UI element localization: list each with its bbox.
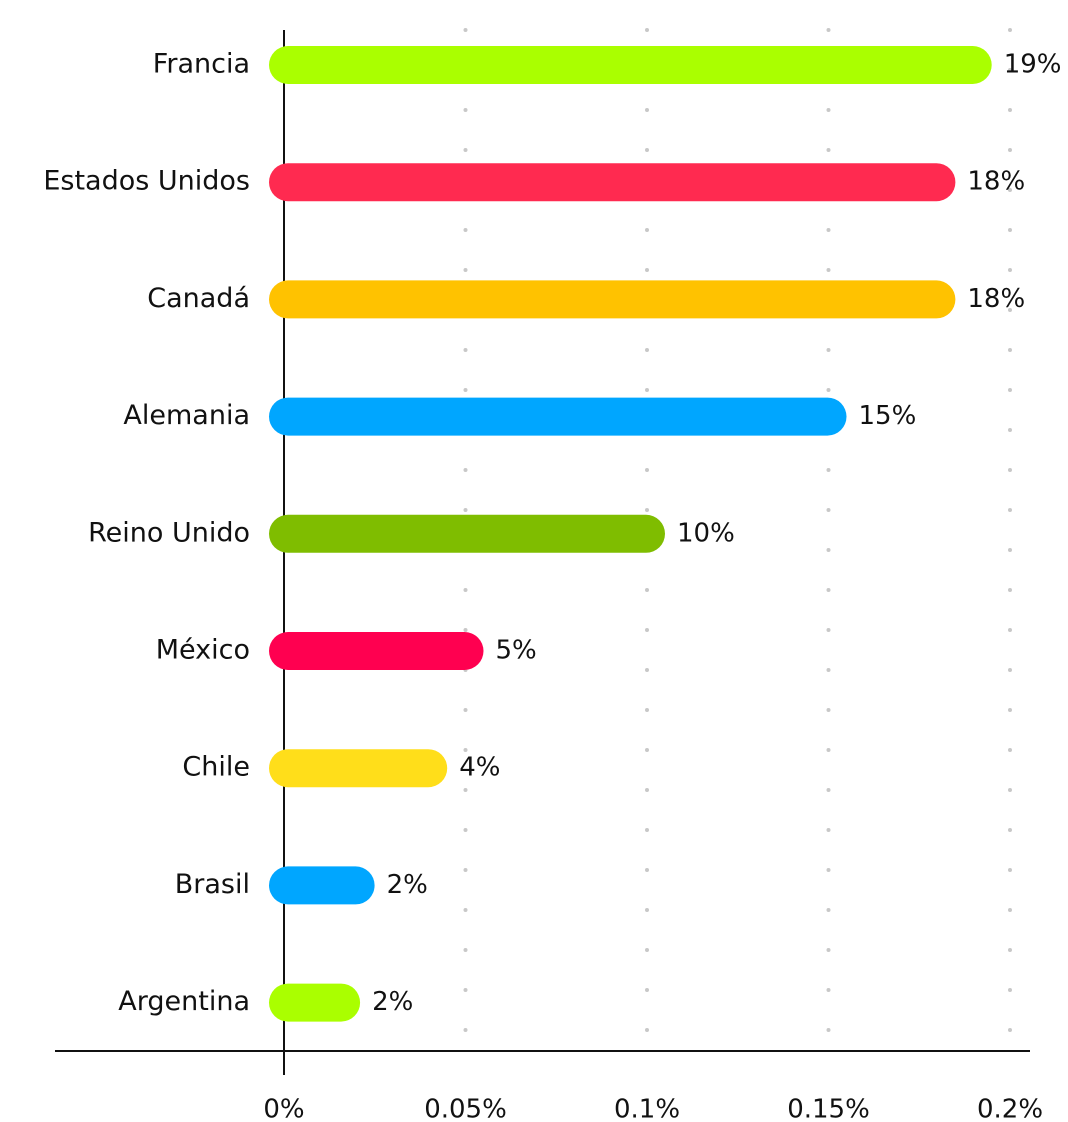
bar [269,866,375,905]
bar [269,163,956,202]
value-label: 5% [496,636,537,666]
x-tick-label: 0.1% [614,1095,680,1122]
bar [269,632,484,670]
value-label: 19% [1004,50,1062,80]
value-label: 15% [859,401,917,431]
y-tick-label: Argentina [118,986,250,1017]
bar [269,397,847,436]
value-label: 2% [387,870,428,900]
y-tick-label: Chile [182,752,250,783]
bar [269,514,665,553]
bar [269,280,956,319]
y-tick-label: Estados Unidos [43,166,250,197]
bar [269,749,448,788]
x-tick-label: 0% [263,1095,304,1122]
value-label: 18% [967,284,1025,314]
value-label: 10% [677,518,735,548]
y-tick-label: Francia [153,49,250,80]
bar [269,46,992,84]
value-label: 2% [372,987,413,1017]
value-label: 18% [967,167,1025,197]
y-tick-label: Reino Unido [88,517,250,548]
value-label: 4% [459,753,500,783]
y-tick-label: Canadá [147,283,250,314]
y-tick-label: Alemania [123,400,250,431]
y-tick-label: México [156,635,250,666]
x-tick-label: 0.15% [787,1095,870,1122]
bar [269,983,361,1022]
y-tick-label: Brasil [175,869,250,900]
x-tick-label: 0.2% [977,1095,1043,1122]
x-tick-label: 0.05% [424,1095,507,1122]
